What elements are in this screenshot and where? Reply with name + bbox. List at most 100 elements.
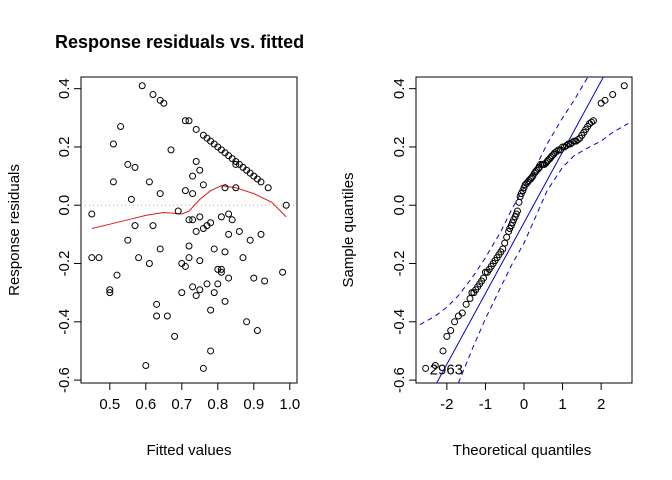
qq-y-tick-label: -0.4	[391, 309, 408, 335]
residual-point	[189, 190, 197, 198]
residual-point	[131, 222, 139, 230]
residual-point	[142, 362, 150, 370]
figure-title: Response residuals vs. fitted	[55, 32, 304, 52]
qq-point	[609, 90, 617, 98]
residuals-y-tick-label: 0.0	[56, 195, 73, 216]
qq-point	[601, 96, 609, 104]
residual-point	[189, 216, 197, 224]
residual-point	[225, 274, 233, 282]
residual-point	[163, 312, 171, 320]
residual-point	[221, 297, 229, 305]
residual-point	[156, 190, 164, 198]
qq-point	[431, 362, 439, 370]
residuals-x-tick-label: 0.8	[207, 396, 228, 413]
residual-point	[282, 201, 290, 209]
residual-point	[185, 254, 193, 262]
qq-point	[466, 294, 474, 302]
residual-point	[124, 160, 132, 168]
residual-point	[196, 286, 204, 294]
residual-point	[131, 163, 139, 171]
residual-point	[117, 123, 125, 131]
qq-x-tick-label: 2	[597, 396, 605, 413]
residual-point	[221, 184, 229, 192]
qq-point	[564, 140, 572, 148]
qq-point	[620, 82, 628, 90]
residual-point	[181, 262, 189, 270]
qq-point	[570, 137, 578, 145]
qq-point	[574, 136, 582, 144]
residual-point	[225, 230, 233, 238]
qq-x-axis: -2 -1 0 1 2	[440, 383, 605, 413]
residual-point	[149, 90, 157, 98]
residuals-x-axis: 0.5 0.6 0.7 0.8 0.9 1.0	[99, 383, 300, 413]
residual-point	[145, 260, 153, 268]
qq-plot-box	[415, 76, 633, 384]
residuals-y-tick-label: -0.6	[56, 367, 73, 393]
residual-point	[113, 271, 121, 279]
qq-x-tick-label: -2	[440, 396, 453, 413]
residual-point	[185, 216, 193, 224]
residual-point	[178, 289, 186, 297]
qq-reference-line	[436, 77, 604, 383]
residual-point	[207, 347, 215, 355]
residual-points	[88, 82, 290, 372]
residual-point	[217, 268, 225, 276]
residual-point	[199, 364, 207, 372]
qq-point	[451, 318, 459, 326]
residual-point	[138, 82, 146, 90]
residual-point	[145, 178, 153, 186]
residual-point	[192, 227, 200, 235]
residuals-x-label: Fitted values	[146, 442, 231, 459]
residual-point	[160, 99, 168, 107]
qq-line	[436, 77, 604, 383]
qq-y-label: Sample quantiles	[340, 172, 357, 287]
residual-point	[210, 245, 218, 253]
residuals-y-tick-label: -0.4	[56, 309, 73, 335]
residual-point	[185, 117, 193, 125]
residual-point	[156, 245, 164, 253]
residuals-x-tick-label: 0.9	[243, 396, 264, 413]
qq-panel: -2 -1 0 1 2 -0.6 -0.4 -0.2 0.0 0.2 0.4 2963 Theor…	[340, 76, 633, 459]
residuals-x-tick-label: 0.6	[135, 396, 156, 413]
qq-point	[439, 347, 447, 355]
qq-point	[553, 147, 561, 155]
qq-point	[462, 300, 470, 308]
qq-y-tick-label: 0.0	[391, 195, 408, 216]
qq-point	[458, 309, 466, 317]
residual-point	[189, 283, 197, 291]
qq-point	[589, 117, 597, 125]
residual-point	[109, 178, 117, 186]
residual-point	[95, 254, 103, 262]
loess-smooth-line	[91, 185, 287, 229]
qq-y-tick-label: 0.4	[391, 78, 408, 99]
residual-point	[192, 125, 200, 133]
residual-point	[124, 236, 132, 244]
residual-point	[135, 254, 143, 262]
residual-point	[207, 219, 215, 227]
confidence-band	[419, 77, 629, 383]
residual-point	[153, 312, 161, 320]
qq-y-axis: -0.6 -0.4 -0.2 0.0 0.2 0.4	[391, 78, 416, 393]
residual-point	[246, 236, 254, 244]
qq-point	[501, 239, 509, 247]
qq-x-label: Theoretical quantiles	[453, 442, 591, 459]
residual-point	[153, 300, 161, 308]
qq-point	[443, 332, 451, 340]
residual-point	[196, 257, 204, 265]
residual-point	[257, 230, 265, 238]
residuals-plot-box	[80, 76, 298, 384]
qq-y-tick-label: 0.2	[391, 137, 408, 158]
residuals-x-tick-label: 1.0	[279, 396, 300, 413]
residual-point	[88, 254, 96, 262]
qq-y-tick-label: -0.6	[391, 367, 408, 393]
residual-point	[109, 140, 117, 148]
residual-point	[232, 160, 240, 168]
residual-point	[167, 146, 175, 154]
residual-point	[127, 195, 135, 203]
residual-point	[181, 117, 189, 125]
residual-point	[181, 187, 189, 195]
residual-point	[196, 166, 204, 174]
outlier-annotation: 2963	[430, 361, 463, 378]
residual-point	[174, 207, 182, 215]
